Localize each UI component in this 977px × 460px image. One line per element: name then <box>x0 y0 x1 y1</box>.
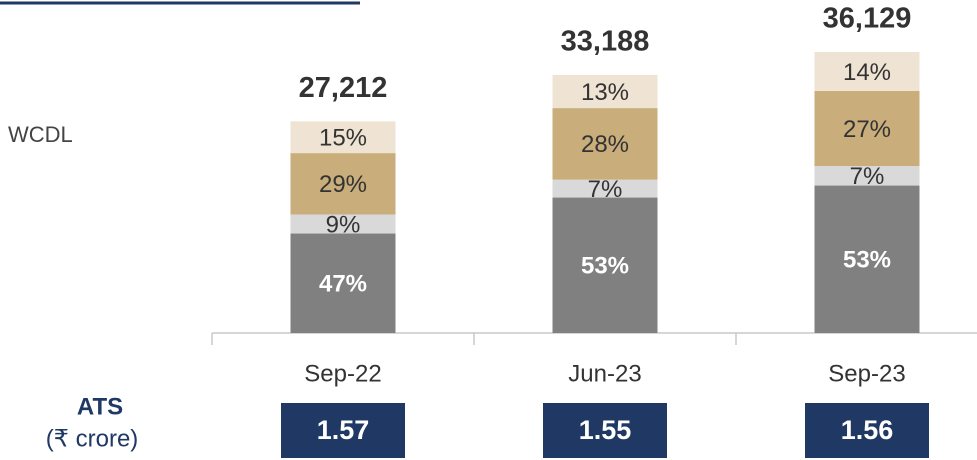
total-label: 36,129 <box>823 3 912 35</box>
segment-label: 28% <box>581 131 629 158</box>
ats-box <box>281 403 405 458</box>
bar-segment <box>290 233 396 333</box>
total-label: 33,188 <box>561 26 650 58</box>
bar-segment <box>290 214 396 234</box>
x-tick-label: Jun-23 <box>568 360 641 387</box>
ats-value: 1.55 <box>579 415 632 445</box>
bar-segment <box>290 153 396 215</box>
segment-label: 7% <box>850 163 885 190</box>
segment-label: 53% <box>581 253 629 280</box>
ats-label: ATS <box>77 393 123 420</box>
ats-unit: (₹ crore) <box>46 425 139 452</box>
bar-segment <box>552 74 658 109</box>
segment-label: 29% <box>319 171 367 198</box>
segment-label: 53% <box>843 247 891 274</box>
ats-box <box>805 403 929 458</box>
x-tick-label: Sep-22 <box>304 360 381 387</box>
bar-segment <box>814 52 920 91</box>
bar-segment <box>814 185 920 333</box>
bar-segment <box>814 166 920 186</box>
segment-label: 13% <box>581 79 629 106</box>
segment-label: 14% <box>843 59 891 86</box>
ats-box <box>543 403 667 458</box>
bar-segment <box>290 121 396 154</box>
segment-label: 7% <box>588 176 623 203</box>
segment-label: 9% <box>326 211 361 238</box>
bar-segment <box>552 108 658 180</box>
legend-fragment: WCDL <box>8 122 73 147</box>
bar-segment <box>552 179 658 198</box>
segment-label: 47% <box>319 271 367 298</box>
segment-label: 15% <box>319 125 367 152</box>
bar-segment <box>552 197 658 333</box>
total-label: 27,212 <box>299 72 388 104</box>
bar-segment <box>814 90 920 167</box>
ats-value: 1.57 <box>317 415 370 445</box>
segment-label: 27% <box>843 116 891 143</box>
ats-value: 1.56 <box>841 415 894 445</box>
x-tick-label: Sep-23 <box>828 360 905 387</box>
